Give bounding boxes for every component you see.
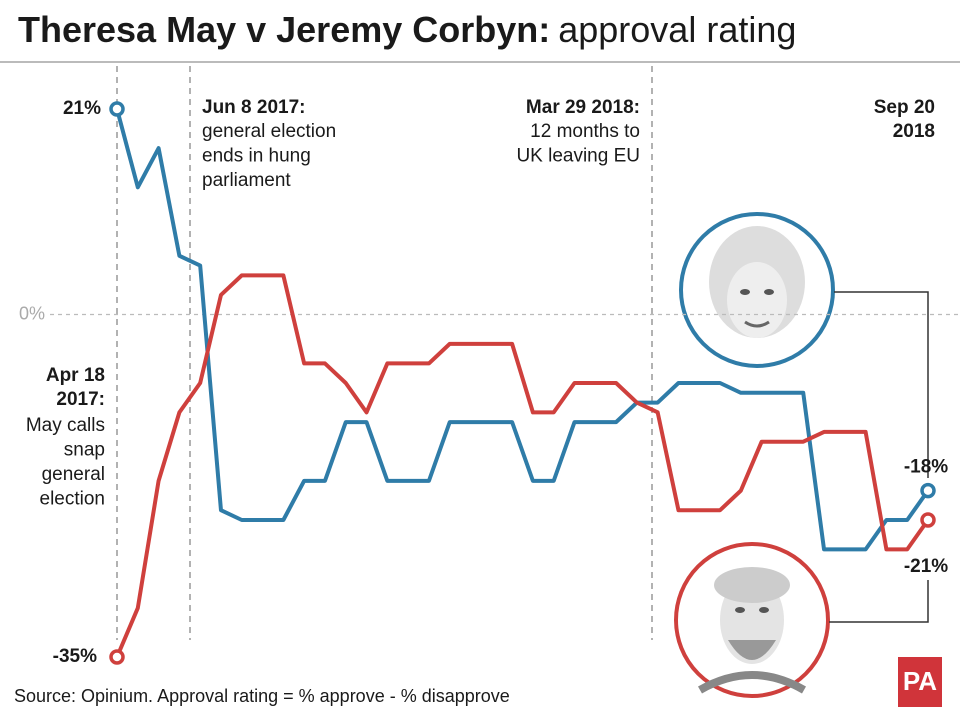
annotation-text: snap [64,440,105,461]
series-line [115,273,930,658]
chart-title: Theresa May v Jeremy Corbyn: approval rat… [18,9,796,50]
value-label: 21% [63,98,101,119]
may-connector [834,291,929,478]
annotation-text: UK leaving EU [516,146,640,167]
end-marker [109,101,125,117]
value-label: -35% [53,646,97,667]
annotation-text: 12 months to [530,121,640,142]
corbyn-connector [829,580,929,623]
annotation-text: parliament [202,170,291,191]
logo: PA [903,666,937,696]
source: Source: Opinium. Approval rating = % app… [14,686,510,706]
annotation-date: 2017: [56,389,105,410]
logo-box [898,657,942,707]
annotation-date: Jun 8 2017: [202,97,306,118]
annotation-date: Apr 18 [46,365,105,386]
value-label: -21% [904,556,948,577]
annotation-text: general [42,464,105,485]
annotation-date: 2018 [893,121,935,142]
end-marker [109,649,125,665]
annotation-date: Sep 20 [874,97,935,118]
corbyn-portrait [674,542,830,698]
end-marker [920,482,936,499]
y-tick-label: 0% [19,303,45,323]
value-label: -18% [904,457,948,478]
annotation-date: Mar 29 2018: [526,97,640,118]
end-marker [920,512,936,528]
title-normal: approval rating [558,9,796,50]
annotation-text: May calls [26,415,105,436]
annotation-text: election [40,489,106,510]
annotation-text: ends in hung [202,146,311,167]
annotation-text: general election [202,121,336,142]
may-portrait [679,212,835,368]
series-line [115,108,930,552]
title-bold: Theresa May v Jeremy Corbyn: [18,9,550,50]
